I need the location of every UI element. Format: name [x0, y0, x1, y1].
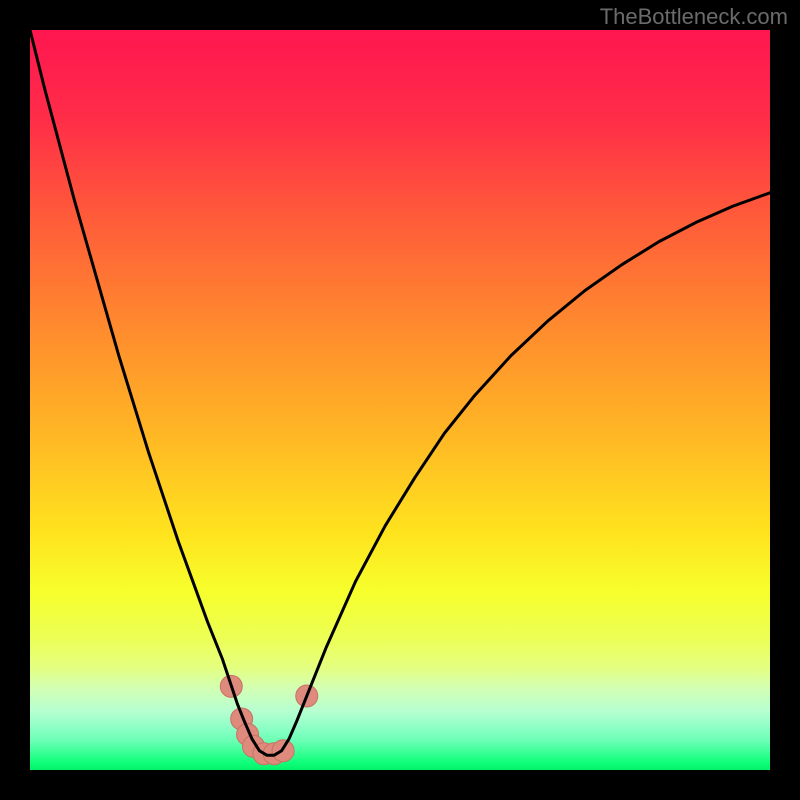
bottleneck-curve: [30, 30, 770, 755]
watermark-text: TheBottleneck.com: [600, 4, 788, 30]
plot-area: [30, 30, 770, 770]
chart-svg: [30, 30, 770, 770]
markers-group: [220, 675, 317, 764]
